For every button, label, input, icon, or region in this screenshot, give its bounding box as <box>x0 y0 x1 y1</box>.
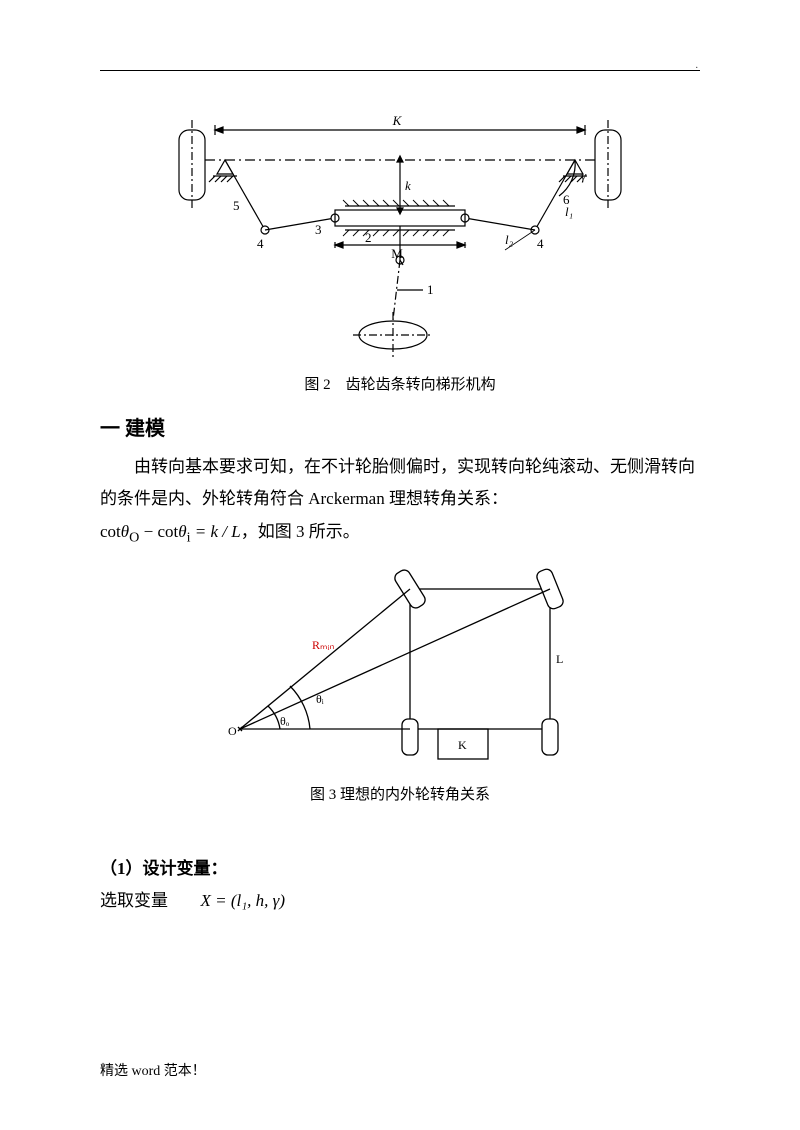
figure-2-caption: 图 2 齿轮齿条转向梯形机构 <box>100 373 700 394</box>
figure-3: Rₘᵢₙ θᵢ θₒ O L K <box>220 559 580 769</box>
header-rule <box>100 70 700 71</box>
fig2-label-3: 3 <box>315 222 322 237</box>
figure-2: K k M 5 6 4 4 3 2 1 l₁ l₂ γ <box>165 110 635 365</box>
fig3-label-O: O <box>228 724 237 738</box>
fig3-label-thetai: θᵢ <box>316 692 324 706</box>
fig2-label-5: 5 <box>233 198 240 213</box>
eq-cot1: cot <box>100 522 121 541</box>
fig2-label-k: k <box>405 178 411 193</box>
fig2-label-l1: l₁ <box>565 204 573 219</box>
fig2-label-1: 1 <box>427 282 434 297</box>
design-variables-line: 选取变量 X = (l₁, h, γ) <box>100 885 700 917</box>
eq-rhs: = k / L <box>191 522 241 541</box>
eq-post: ，如图 3 所示。 <box>241 522 360 541</box>
fig2-label-M: M <box>391 246 403 261</box>
page-footer: 精选 word 范本！ <box>100 1060 206 1080</box>
eq-sub-O: O <box>129 529 139 545</box>
fig2-label-2: 2 <box>365 230 372 245</box>
eq-theta-i: θ <box>178 522 186 541</box>
design-label: 选取变量 <box>100 891 168 910</box>
header-dot: . <box>696 60 699 71</box>
fig3-label-L: L <box>556 652 563 666</box>
fig2-label-l2: l₂ <box>505 232 514 247</box>
fig2-label-K: K <box>392 113 403 128</box>
fig3-label-rmin: Rₘᵢₙ <box>312 638 334 652</box>
fig2-label-4R: 4 <box>537 236 544 251</box>
section-1-heading: 一 建模 <box>100 412 700 441</box>
fig3-label-thetao: θₒ <box>280 714 290 728</box>
section-1-paragraph: 由转向基本要求可知，在不计轮胎侧偏时，实现转向轮纯滚动、无侧滑转向的条件是内、外… <box>100 451 700 516</box>
eq-theta-O: θ <box>121 522 129 541</box>
fig2-label-4L: 4 <box>257 236 264 251</box>
design-variables-heading: （1）设计变量： <box>100 854 700 879</box>
eq-minus: − cot <box>139 522 178 541</box>
ackermann-equation: cotθO − cotθi = k / L，如图 3 所示。 <box>100 516 700 551</box>
fig2-label-gamma: γ <box>581 168 587 183</box>
figure-3-caption: 图 3 理想的内外轮转角关系 <box>100 783 700 804</box>
design-formula: X = (l₁, h, γ) <box>201 891 286 910</box>
fig3-label-K: K <box>458 738 467 752</box>
